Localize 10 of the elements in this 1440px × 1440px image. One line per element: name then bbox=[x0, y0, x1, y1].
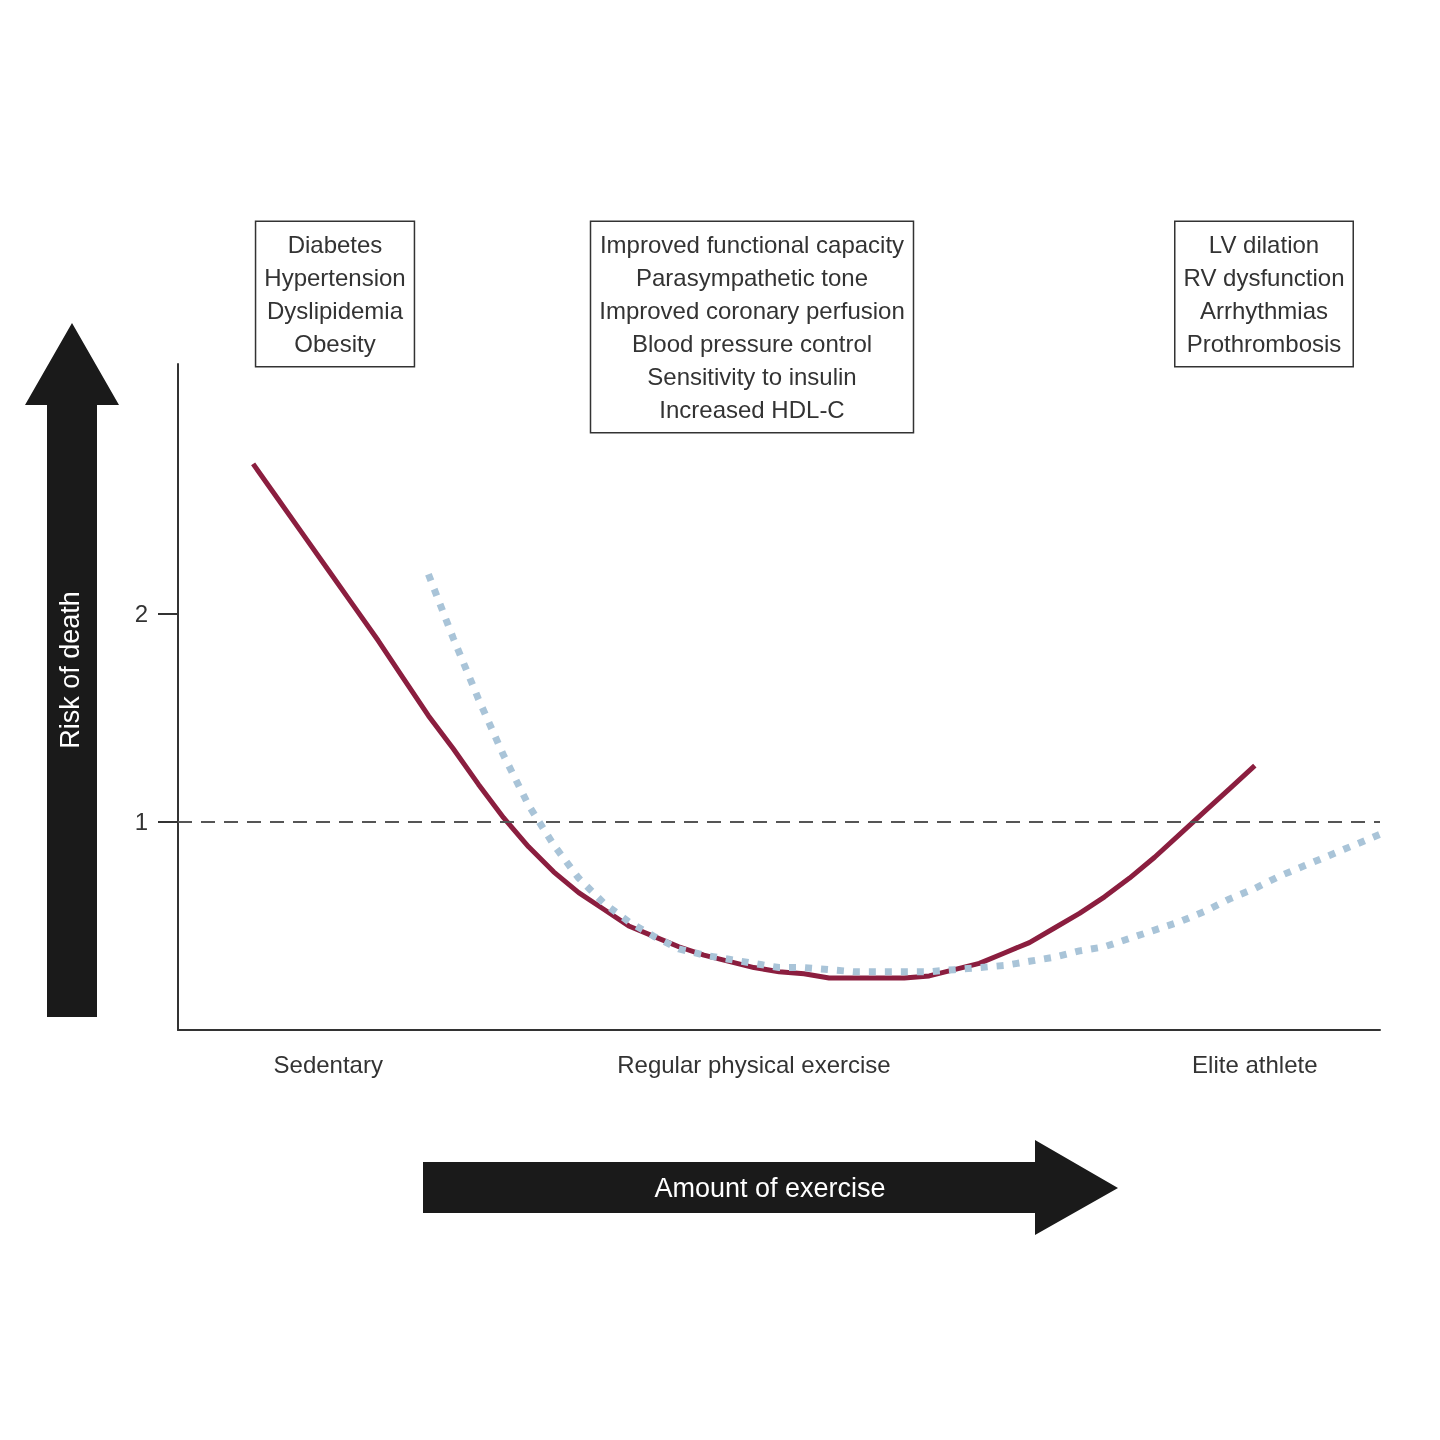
x-axis-title: Amount of exercise bbox=[654, 1173, 886, 1203]
annotation: Improved functional capacity Parasympathetic tone Improved coronary perfusion Blood pressure control Sensitivity to insulin Increased HDL-C bbox=[599, 231, 905, 423]
y-tick-label: 2 bbox=[134, 600, 148, 628]
x-tick-label: Sedentary bbox=[273, 1050, 383, 1078]
x-tick-label: Regular physical exercise bbox=[617, 1050, 891, 1078]
text: Diabetes Hypertension Dyslipidemia Obesity bbox=[264, 231, 406, 357]
text: LV dilation RV dysfunction Arrhythmias Prothrombosis bbox=[1183, 231, 1345, 357]
y-axis-title: Risk of death bbox=[55, 591, 85, 749]
x-tick-label: Elite athlete bbox=[1192, 1050, 1318, 1078]
y-tick-label: 1 bbox=[134, 808, 148, 836]
